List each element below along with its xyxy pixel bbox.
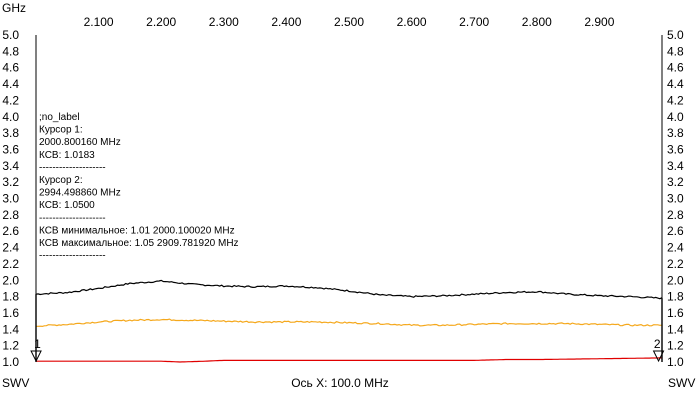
series-line-3 — [36, 357, 662, 363]
right-axis-label: SWV — [668, 376, 695, 390]
y-tick-label-left: 4.0 — [2, 110, 19, 124]
y-tick-label-right: 2.8 — [667, 208, 684, 222]
x-unit-label: GHz — [2, 1, 26, 15]
top-axis-ticks: 2.100 2.200 2.300 2.400 2.500 2.600 2.700 2.800… — [84, 15, 615, 29]
y-tick-label-right: 4.8 — [667, 44, 684, 58]
x-tick-label: 2.800 — [522, 15, 552, 29]
x-tick-label: 2.600 — [397, 15, 427, 29]
series-line-2 — [36, 318, 663, 328]
y-tick-label-left: 2.0 — [2, 273, 19, 287]
left-axis-ticks: 5.0 4.8 4.6 4.4 4.2 4.0 3.8 3.6 3.4 3.2 3.0 2.8 2.6 2… — [2, 28, 19, 369]
y-tick-label-left: 2.4 — [2, 241, 19, 255]
y-tick-label-right: 1.4 — [667, 322, 684, 336]
y-tick-label-right: 4.6 — [667, 61, 684, 75]
y-tick-label-right: 3.6 — [667, 142, 684, 156]
y-tick-label-left: 5.0 — [2, 28, 19, 42]
y-tick-label-right: 1.6 — [667, 306, 684, 320]
annotation-line: КСВ максимальное: 1.05 2909.781920 MHz — [39, 238, 239, 249]
cursor-marker-label: 1 — [34, 337, 41, 351]
x-tick-label: 2.100 — [84, 15, 114, 29]
annotation-line: КСВ: 1.0500 — [39, 200, 95, 211]
y-tick-label-left: 3.0 — [2, 192, 19, 206]
x-axis-label: Ось X: 100.0 MHz — [291, 376, 389, 390]
x-tick-label: 2.300 — [209, 15, 239, 29]
y-tick-label-left: 3.4 — [2, 159, 19, 173]
y-tick-label-right: 3.8 — [667, 126, 684, 140]
cursor-marker-triangle[interactable] — [652, 350, 665, 363]
series-layer — [35, 279, 663, 363]
cursor-marker-triangle[interactable] — [30, 350, 42, 363]
y-tick-label-left: 2.6 — [2, 224, 19, 238]
y-tick-label-left: 4.6 — [2, 61, 19, 75]
y-tick-label-right: 3.0 — [667, 192, 684, 206]
y-tick-label-right: 4.4 — [667, 77, 684, 91]
annotation-line: -------------------- — [39, 162, 106, 173]
x-tick-label: 2.500 — [334, 15, 364, 29]
right-axis-ticks: 5.0 4.8 4.6 4.4 4.2 4.0 3.8 3.6 3.4 3.2 3.0 2.8 2.6 2… — [667, 28, 684, 369]
annotation-line: Курсор 2: — [39, 175, 83, 186]
y-tick-label-right: 5.0 — [667, 28, 684, 42]
y-tick-label-left: 4.4 — [2, 77, 19, 91]
y-tick-label-left: 3.2 — [2, 175, 19, 189]
annotation-line: КСВ минимальное: 1.01 2000.100020 MHz — [39, 225, 235, 236]
y-tick-label-left: 1.8 — [2, 290, 19, 304]
y-tick-label-left: 1.2 — [2, 339, 19, 353]
y-tick-label-right: 1.2 — [667, 339, 684, 353]
y-tick-label-left: 1.4 — [2, 322, 19, 336]
y-tick-label-right: 2.4 — [667, 241, 684, 255]
y-tick-label-right: 1.8 — [667, 290, 684, 304]
y-tick-label-right: 2.6 — [667, 224, 684, 238]
y-tick-label-right: 2.2 — [667, 257, 684, 271]
annotation-line: -------------------- — [39, 213, 106, 224]
annotation-line: -------------------- — [39, 251, 106, 262]
y-tick-label-left: 2.8 — [2, 208, 19, 222]
y-tick-label-left: 1.6 — [2, 306, 19, 320]
y-tick-label-right: 1.0 — [667, 355, 684, 369]
series-line-1 — [35, 279, 663, 300]
x-tick-label: 2.700 — [459, 15, 489, 29]
annotation-line: Курсор 1: — [39, 125, 83, 136]
cursor-info-panel: ;no_label Курсор 1:2000.800160 MHz КСВ: 1.… — [39, 112, 239, 262]
y-tick-label-left: 4.8 — [2, 44, 19, 58]
y-tick-label-left: 1.0 — [2, 355, 19, 369]
y-tick-label-right: 4.2 — [667, 93, 684, 107]
y-tick-label-left: 3.8 — [2, 126, 19, 140]
y-tick-label-right: 2.0 — [667, 273, 684, 287]
annotation-line: КСВ: 1.0183 — [39, 150, 95, 161]
left-axis-label: SWV — [2, 376, 29, 390]
y-tick-label-left: 3.6 — [2, 142, 19, 156]
cursor-marker-label: 2 — [654, 337, 661, 351]
y-tick-label-left: 2.2 — [2, 257, 19, 271]
x-tick-label: 2.900 — [584, 15, 614, 29]
y-tick-label-right: 3.4 — [667, 159, 684, 173]
y-tick-label-left: 4.2 — [2, 93, 19, 107]
annotation-line: ;no_label — [39, 112, 80, 123]
y-tick-label-right: 3.2 — [667, 175, 684, 189]
x-tick-label: 2.200 — [146, 15, 176, 29]
annotation-line: 2000.800160 MHz — [39, 137, 121, 148]
x-tick-label: 2.400 — [271, 15, 301, 29]
y-tick-label-right: 4.0 — [667, 110, 684, 124]
annotation-line: 2994.498860 MHz — [39, 188, 121, 199]
